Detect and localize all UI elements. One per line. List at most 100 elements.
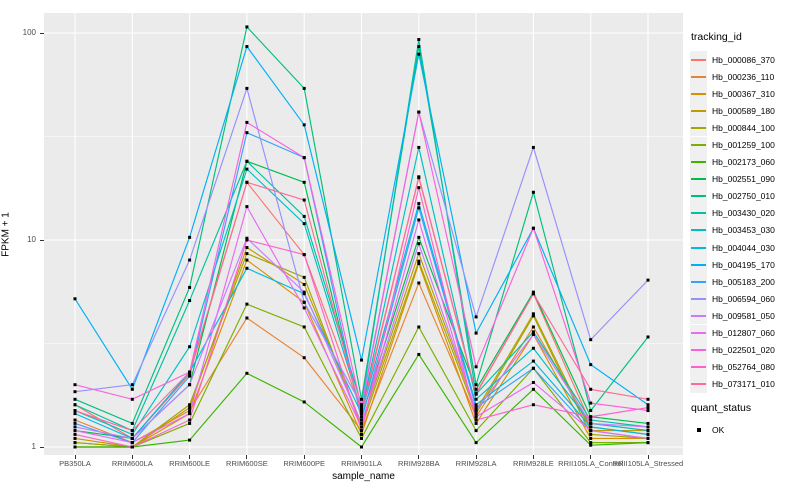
legend-item-label: Hb_073171_010 (712, 379, 775, 390)
data-point-marker (646, 397, 650, 401)
data-point-marker (531, 325, 535, 329)
data-point-marker (130, 383, 134, 387)
data-point-marker (531, 330, 535, 334)
data-point-marker (474, 441, 478, 445)
data-point-marker (73, 397, 77, 401)
legend-item-label: Hb_000236_110 (712, 71, 775, 82)
x-tick-label: RRII105LA_Stressed (612, 459, 684, 468)
x-axis-title: sample_name (332, 471, 395, 482)
legend-swatch-line (691, 109, 706, 112)
legend: tracking_id Hb_000086_370 Hb_000236_110 Hb… (690, 31, 798, 439)
data-point-marker (188, 258, 192, 262)
legend-item-label: Hb_012807_060 (712, 328, 775, 339)
data-point-marker (417, 261, 421, 265)
data-point-marker (417, 202, 421, 206)
data-point-marker (188, 285, 192, 289)
data-point-marker (360, 421, 363, 425)
data-point-marker (245, 131, 249, 135)
data-point-marker (245, 371, 249, 375)
data-point-marker (531, 346, 535, 350)
y-axis-tickmark (40, 446, 44, 448)
x-tick-label: RRIM928LE (512, 459, 554, 468)
legend-swatch-line (691, 246, 706, 249)
legend-item: Hb_001259_100 (690, 136, 798, 154)
legend-item: Hb_004195_170 (690, 256, 798, 274)
legend-key (690, 256, 707, 274)
data-point-marker (73, 383, 77, 387)
data-point-marker (531, 366, 535, 370)
legend-swatch-line (691, 332, 706, 335)
legend-item-label: Hb_052764_080 (712, 362, 775, 373)
legend-item: Hb_073171_010 (690, 375, 798, 393)
x-axis-tickmark (647, 455, 649, 459)
data-point-marker (73, 418, 77, 422)
legend-key (690, 358, 707, 376)
data-point-marker (302, 214, 306, 218)
data-point-marker (589, 421, 593, 425)
data-point-marker (188, 438, 192, 442)
data-point-marker (73, 436, 77, 440)
data-point-marker (589, 443, 593, 447)
data-point-marker (130, 445, 134, 449)
data-point-marker (360, 412, 363, 416)
legend-key (690, 341, 707, 359)
x-axis-tickmark (246, 455, 248, 459)
data-point-marker (302, 292, 306, 296)
data-point-marker (589, 441, 593, 445)
quant-ok-square-marker (696, 428, 701, 433)
legend-title-tracking-id: tracking_id (691, 31, 742, 43)
data-point-marker (188, 412, 192, 416)
data-point-marker (245, 245, 249, 249)
legend-item: Hb_004044_030 (690, 239, 798, 257)
data-point-marker (73, 441, 77, 445)
legend-item-label: Hb_005183_200 (712, 276, 775, 287)
data-point-marker (474, 365, 478, 369)
data-point-marker (417, 206, 421, 210)
plot-panel (44, 13, 683, 455)
data-point-marker (360, 397, 363, 401)
legend-swatch-line (691, 229, 706, 232)
data-point-marker (245, 120, 249, 124)
data-point-marker (245, 180, 249, 184)
legend-key (690, 290, 707, 308)
data-point-marker (245, 86, 249, 90)
legend-key (690, 170, 707, 188)
x-axis-tickmark (361, 455, 362, 459)
data-point-marker (245, 252, 249, 256)
legend-item: Hb_000367_310 (690, 85, 798, 103)
data-point-marker (474, 418, 478, 422)
data-point-marker (589, 425, 593, 429)
data-point-marker (417, 145, 421, 149)
data-point-marker (360, 358, 363, 362)
data-point-marker (589, 401, 593, 405)
legend-item-label: Hb_004044_030 (712, 242, 775, 253)
legend-item: Hb_052764_080 (690, 358, 798, 376)
data-point-marker (646, 429, 650, 433)
x-tick-label: RRIM928BA (397, 459, 440, 468)
data-point-marker (589, 418, 593, 422)
data-point-marker (188, 409, 192, 413)
data-point-marker (360, 436, 363, 440)
data-point-marker (531, 290, 535, 294)
legend-swatch-line (691, 58, 706, 61)
data-point-marker (188, 235, 192, 239)
legend-key (690, 153, 707, 171)
data-point-marker (188, 370, 192, 374)
x-tick-label: RRIM600SE (226, 459, 268, 468)
data-point-marker (589, 387, 593, 391)
data-point-marker (245, 25, 249, 29)
legend-swatch-line (691, 314, 706, 317)
data-point-marker (73, 425, 77, 429)
x-tick-label: RRIM928LA (455, 459, 497, 468)
data-point-marker (302, 180, 306, 184)
x-tick-label: RRIM600LE (169, 459, 211, 468)
legend-key (690, 422, 707, 439)
legend-quant-status: quant_status OK (690, 402, 798, 439)
x-tick-label: RRII105LA_Control (558, 459, 624, 468)
data-point-marker (302, 198, 306, 202)
legend-swatch-line (691, 144, 706, 147)
data-point-marker (130, 432, 134, 436)
data-point-marker (130, 397, 134, 401)
data-point-marker (417, 352, 421, 356)
legend-item: Hb_006594_060 (690, 290, 798, 308)
